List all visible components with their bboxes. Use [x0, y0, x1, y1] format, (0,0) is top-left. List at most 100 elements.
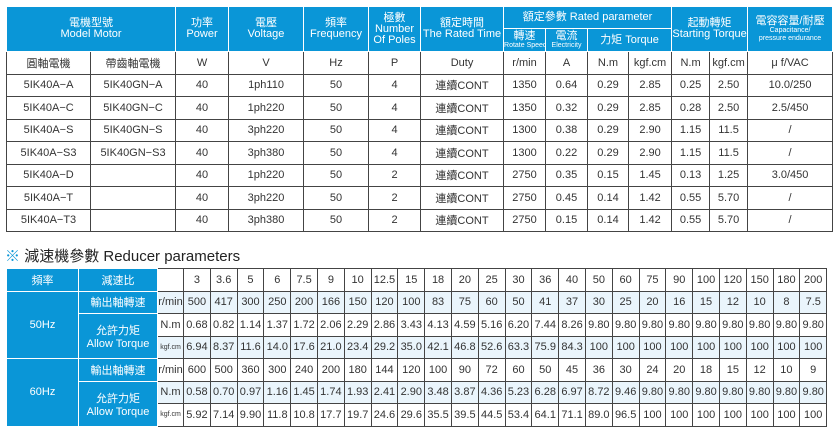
unit-cell: N.m	[671, 51, 711, 75]
value-cell: 9.80	[638, 313, 667, 337]
header-current: 電流 Electricity	[545, 28, 589, 52]
table-cell: 2.85	[628, 73, 673, 97]
value-cell: 0.68	[183, 313, 211, 337]
value-cell: 100	[772, 403, 801, 427]
unit-cell: 帶齒軸電機	[89, 51, 177, 75]
unit-cell: N.m	[587, 51, 630, 75]
table-cell: 1.42	[628, 186, 673, 210]
value-cell: 500	[183, 290, 211, 314]
value-cell: 60	[477, 290, 506, 314]
table-cell: 1300	[503, 118, 547, 142]
value-cell: 9.80	[718, 380, 747, 404]
motor-spec-table: 電機型號 Model Motor 功率 Power 電壓 Voltage 頻率 Freq…	[5, 6, 834, 232]
table-cell: /	[747, 208, 834, 232]
value-cell: 53.4	[504, 403, 533, 427]
value-cell: 2.29	[343, 313, 372, 337]
table-cell: 3ph220	[228, 118, 305, 142]
value-cell: 10	[772, 358, 801, 382]
table-cell: 2.50	[709, 73, 749, 97]
table-cell: 1ph220	[228, 96, 305, 120]
value-cell: 2.06	[316, 313, 345, 337]
value-cell: 100	[611, 335, 640, 359]
blank-cell	[157, 268, 184, 292]
ratio-cell: 75	[638, 268, 667, 292]
value-cell: 1.16	[263, 380, 292, 404]
ratio-header: 減速比	[78, 268, 158, 292]
value-cell: 29.2	[370, 335, 399, 359]
table-cell: 40	[175, 96, 230, 120]
table-cell: 2750	[503, 163, 547, 187]
table-cell: 2	[368, 186, 422, 210]
unit-cell: kgf.cm	[157, 335, 184, 359]
value-cell: 25	[611, 290, 640, 314]
table-cell: 5IK40A−S	[6, 118, 91, 142]
table-cell	[89, 208, 177, 232]
value-cell: 6.97	[558, 380, 586, 404]
table-cell: 2.50	[709, 96, 749, 120]
table-cell: 連續CONT	[420, 141, 505, 165]
table-cell: 0.22	[545, 141, 589, 165]
reference-mark-icon: ※	[5, 248, 21, 265]
value-cell: 44.5	[477, 403, 506, 427]
reducer-row: 允許力矩 Allow Torque N.m 0.58 0.70 0.97 1.16 1.45 1…	[7, 380, 828, 427]
value-cell: 35.0	[397, 335, 426, 359]
header-capacitance: 電容容量/耐壓 Capacitance/pressure endurance	[747, 6, 834, 52]
value-cell: 1.72	[290, 313, 318, 337]
value-cell: 3.43	[397, 313, 426, 337]
value-cell: 46.8	[450, 335, 479, 359]
value-cell: 72	[477, 358, 506, 382]
value-cell: 1.14	[236, 313, 265, 337]
table-cell: 5.70	[709, 186, 749, 210]
unit-cell: 圓軸電機	[6, 51, 91, 75]
value-cell: 64.1	[531, 403, 560, 427]
value-cell: 5.16	[477, 313, 506, 337]
table-cell	[89, 163, 177, 187]
value-cell: 100	[665, 335, 694, 359]
frequency-header: 頻率	[6, 268, 79, 292]
ratio-cell: 15	[397, 268, 426, 292]
table-cell: 11.5	[709, 118, 749, 142]
table-cell: 1.45	[628, 163, 673, 187]
value-cell: 100	[745, 403, 774, 427]
value-cell: 100	[799, 403, 828, 427]
value-cell: 300	[236, 290, 265, 314]
ratio-cell: 36	[531, 268, 560, 292]
table-cell: 50	[303, 141, 370, 165]
table-cell: 50	[303, 118, 370, 142]
ratio-cell: 3.6	[209, 268, 238, 292]
ratio-cell: 200	[799, 268, 828, 292]
unit-cell: N.m	[157, 313, 184, 337]
value-cell: 50	[504, 290, 533, 314]
value-cell: 240	[290, 358, 318, 382]
unit-cell: r/min	[503, 51, 547, 75]
unit-cell: kgf.cm	[628, 51, 673, 75]
value-cell: 120	[370, 290, 399, 314]
value-cell: 8.37	[209, 335, 238, 359]
table-row: 5IK40A−S3 5IK40GN−S3 40 3ph380 50 4 連續CONT 1300…	[6, 141, 834, 165]
reducer-row: kgf.cm 5.92 7.14 9.90 11.8 10.8 17.7 19.7 24.6 29…	[7, 403, 828, 427]
table-cell: 2.90	[628, 118, 673, 142]
value-cell: 120	[397, 358, 426, 382]
table-cell: 連續CONT	[420, 163, 505, 187]
value-cell: 9.80	[611, 313, 640, 337]
ratio-cell: 50	[584, 268, 613, 292]
value-cell: 4.13	[424, 313, 452, 337]
table-cell: 5IK40GN−A	[89, 73, 177, 97]
value-cell: 21.0	[316, 335, 345, 359]
table-cell: 0.29	[587, 96, 630, 120]
table-cell: 5IK40A−S3	[6, 141, 91, 165]
table-cell: 0.29	[587, 73, 630, 97]
torque-label: 允許力矩 Allow Torque	[78, 380, 158, 427]
value-cell: 417	[209, 290, 238, 314]
value-cell: 8.26	[558, 313, 586, 337]
table-cell: 4	[368, 73, 422, 97]
value-cell: 50	[531, 358, 560, 382]
value-cell: 24	[638, 358, 667, 382]
table-cell: 3.0/450	[747, 163, 834, 187]
table-cell: 0.29	[587, 118, 630, 142]
value-cell: 100	[424, 358, 452, 382]
unit-cell: r/min	[157, 358, 184, 382]
value-cell: 63.3	[504, 335, 533, 359]
value-cell: 1.45	[290, 380, 318, 404]
table-cell: 5IK40GN−S3	[89, 141, 177, 165]
